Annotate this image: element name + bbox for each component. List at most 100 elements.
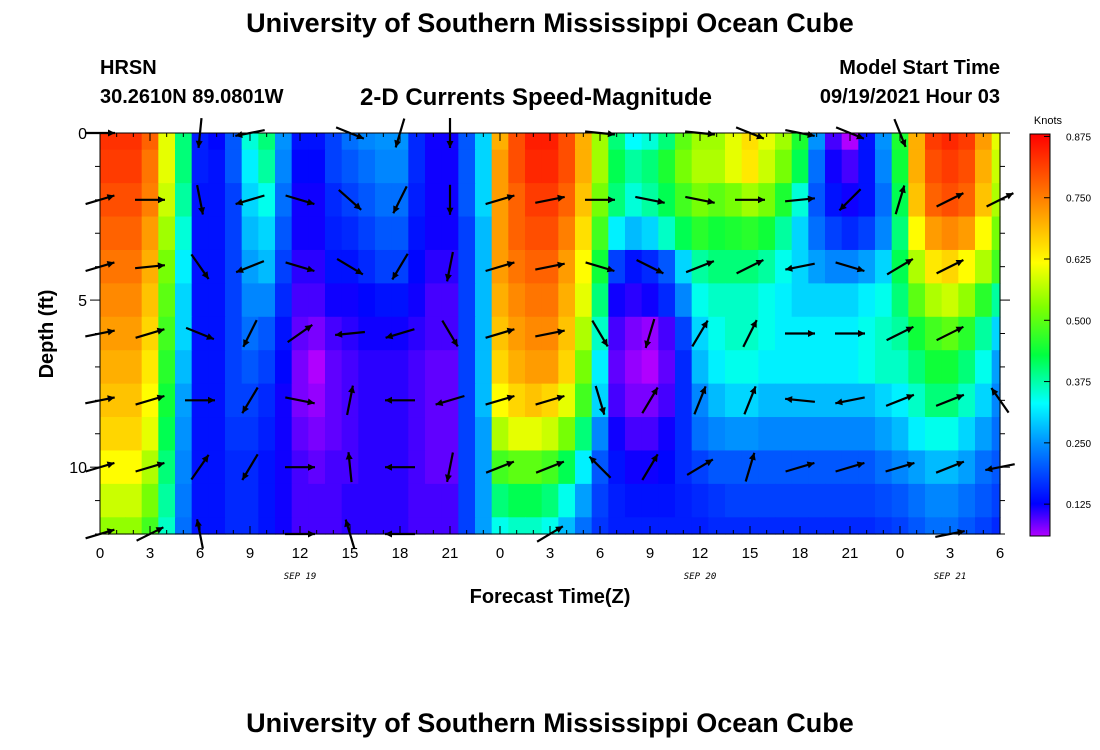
heatmap-cell bbox=[758, 417, 776, 452]
heatmap-cell bbox=[591, 517, 609, 535]
heatmap-cell bbox=[391, 350, 409, 385]
current-vector-arrow bbox=[391, 253, 409, 281]
heatmap-cell bbox=[525, 183, 543, 218]
heatmap-cell bbox=[508, 383, 526, 418]
heatmap-cell bbox=[225, 149, 243, 184]
heatmap-cell bbox=[958, 350, 976, 385]
heatmap-cell bbox=[408, 383, 426, 418]
heatmap-cell bbox=[908, 417, 926, 452]
heatmap-cell bbox=[158, 133, 176, 151]
heatmap-cell bbox=[725, 249, 743, 284]
heatmap-cell bbox=[925, 483, 943, 518]
heatmap-cell bbox=[958, 450, 976, 485]
colorbar-tick-label: 0.250 bbox=[1066, 439, 1091, 450]
heatmap-cell bbox=[708, 483, 726, 518]
heatmap-cell bbox=[741, 283, 759, 318]
heatmap-cell bbox=[241, 517, 259, 535]
heatmap-cell bbox=[125, 216, 143, 251]
x-tick-label: 21 bbox=[842, 545, 859, 562]
heatmap-cell bbox=[175, 450, 193, 485]
heatmap-cell bbox=[558, 249, 576, 284]
heatmap-cell bbox=[708, 283, 726, 318]
heatmap-cell bbox=[858, 216, 876, 251]
heatmap-cell bbox=[325, 316, 343, 351]
x-tick-label: 15 bbox=[342, 545, 359, 562]
heatmap-cell bbox=[508, 133, 526, 151]
heatmap-cell bbox=[425, 383, 443, 418]
heatmap-cell bbox=[491, 483, 509, 518]
heatmap-cell bbox=[208, 183, 226, 218]
heatmap-cell bbox=[575, 183, 593, 218]
heatmap-cell bbox=[725, 417, 743, 452]
heatmap-cell bbox=[441, 483, 459, 518]
heatmap-cell bbox=[258, 149, 276, 184]
heatmap-cell bbox=[958, 383, 976, 418]
heatmap-cell bbox=[175, 517, 193, 535]
heatmap-cell bbox=[775, 450, 793, 485]
heatmap-cell bbox=[175, 149, 193, 184]
station-name: HRSN bbox=[100, 57, 157, 79]
heatmap-cell bbox=[475, 249, 493, 284]
heatmap-cell bbox=[775, 149, 793, 184]
heatmap-cell bbox=[675, 350, 693, 385]
current-vector-arrow bbox=[285, 396, 315, 406]
heatmap-cell bbox=[708, 450, 726, 485]
heatmap-cell bbox=[658, 133, 676, 151]
heatmap-cell bbox=[608, 133, 626, 151]
heatmap-cell bbox=[525, 350, 543, 385]
current-vector-arrow bbox=[935, 393, 965, 407]
current-vector-arrow bbox=[392, 185, 408, 214]
heatmap-cell bbox=[158, 149, 176, 184]
heatmap-cell bbox=[975, 316, 993, 351]
heatmap-cell bbox=[108, 183, 126, 218]
heatmap-cell bbox=[475, 216, 493, 251]
x-tick-label: 0 bbox=[96, 545, 104, 562]
heatmap-cell bbox=[491, 133, 509, 151]
heatmap-cell bbox=[258, 350, 276, 385]
heatmap-cell bbox=[808, 450, 826, 485]
heatmap-cell bbox=[775, 183, 793, 218]
current-vector-arrow bbox=[635, 195, 665, 205]
heatmap-cell bbox=[208, 483, 226, 518]
heatmap-cell bbox=[775, 483, 793, 518]
heatmap-cell bbox=[458, 283, 476, 318]
heatmap-cell bbox=[508, 283, 526, 318]
heatmap-cell bbox=[808, 483, 826, 518]
heatmap-cell bbox=[225, 216, 243, 251]
heatmap-cell bbox=[408, 149, 426, 184]
heatmap-cell bbox=[391, 149, 409, 184]
heatmap-cell bbox=[658, 517, 676, 535]
heatmap-cell bbox=[375, 383, 393, 418]
heatmap-cell bbox=[841, 517, 859, 535]
current-vector-arrow bbox=[135, 327, 165, 339]
heatmap-cell bbox=[841, 350, 859, 385]
heatmap-cell bbox=[425, 133, 443, 151]
heatmap-cell bbox=[725, 383, 743, 418]
heatmap-cell bbox=[658, 417, 676, 452]
heatmap-cell bbox=[241, 216, 259, 251]
heatmap-cell bbox=[591, 483, 609, 518]
heatmap-cell bbox=[958, 183, 976, 218]
heatmap-cell bbox=[225, 133, 243, 151]
heatmap-cell bbox=[775, 350, 793, 385]
heatmap-cell bbox=[291, 417, 309, 452]
heatmap-cell bbox=[525, 149, 543, 184]
heatmap-cell bbox=[441, 517, 459, 535]
heatmap-cell bbox=[275, 483, 293, 518]
heatmap-cell bbox=[741, 517, 759, 535]
heatmap-cell bbox=[291, 216, 309, 251]
heatmap-cell bbox=[375, 316, 393, 351]
heatmap-cell bbox=[675, 417, 693, 452]
heatmap-cell bbox=[908, 450, 926, 485]
heatmap-cell bbox=[558, 483, 576, 518]
heatmap-cell bbox=[425, 249, 443, 284]
heatmap-cell bbox=[125, 283, 143, 318]
heatmap-cell bbox=[825, 149, 843, 184]
colorbar-tick-label: 0.125 bbox=[1066, 500, 1091, 511]
heatmap-cell bbox=[775, 283, 793, 318]
heatmap-cell bbox=[675, 249, 693, 284]
heatmap-cell bbox=[275, 133, 293, 151]
x-tick-label: 12 bbox=[292, 545, 309, 562]
heatmap-cell bbox=[808, 249, 826, 284]
heatmap-cell bbox=[208, 249, 226, 284]
